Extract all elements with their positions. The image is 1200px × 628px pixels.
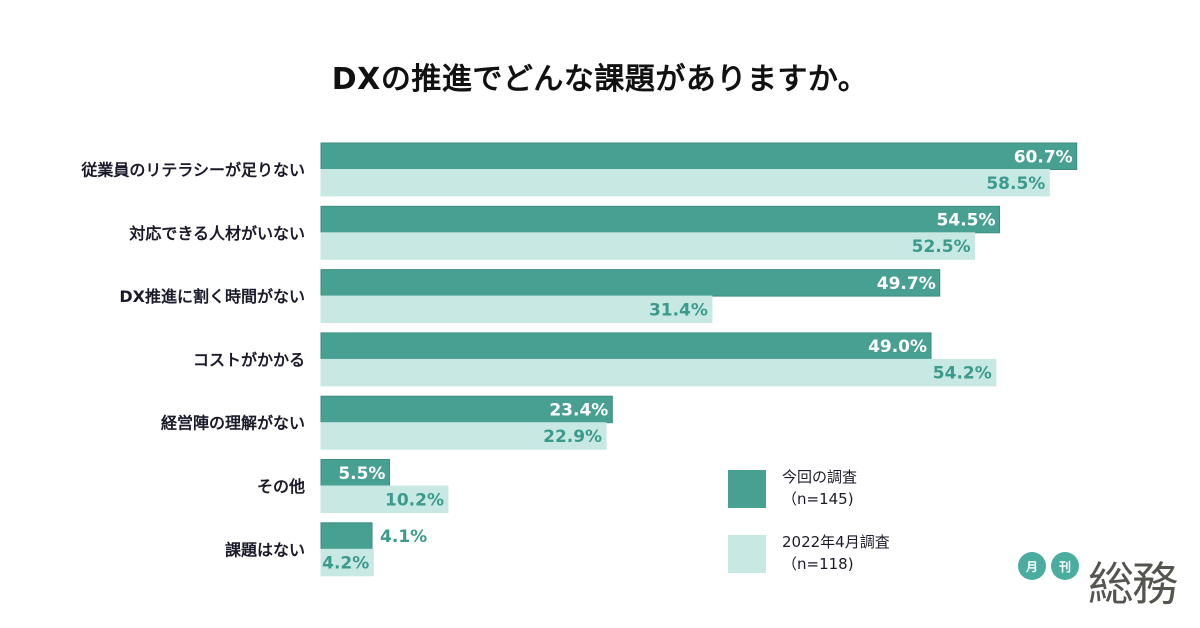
category-label: コストがかかる — [193, 350, 305, 369]
bar-current — [320, 205, 1001, 234]
logo-wordmark: 総務 — [1088, 557, 1178, 611]
legend-swatch-previous — [728, 535, 766, 573]
legend-label-current: 今回の調査 — [782, 468, 858, 486]
bar-current — [320, 142, 1078, 170]
bar-current — [320, 395, 613, 424]
gekkan-somu-logo: 月 刊 総務 — [1018, 552, 1188, 611]
bar-current — [320, 522, 373, 550]
value-label-current: 54.5% — [937, 211, 996, 231]
value-label-previous: 54.2% — [933, 364, 992, 384]
bar-previous — [320, 422, 607, 450]
value-label-previous: 52.5% — [912, 237, 971, 257]
bar-previous — [320, 548, 374, 577]
legend-swatch-current — [728, 470, 766, 508]
value-label-previous: 10.2% — [385, 490, 444, 510]
value-label-previous: 31.4% — [649, 300, 708, 320]
category-label: 経営陣の理解がない — [161, 414, 305, 433]
bar-previous — [320, 295, 713, 324]
category-label: 課題はない — [225, 540, 305, 559]
value-label-current: 60.7% — [1014, 147, 1073, 167]
logo-circle-kan: 刊 — [1051, 552, 1079, 580]
value-label-previous: 22.9% — [543, 427, 602, 447]
bar-current — [320, 269, 941, 297]
value-label-current: 5.5% — [338, 464, 385, 484]
legend-sample-current: （n=145) — [782, 490, 854, 508]
bar-current — [320, 332, 932, 360]
category-label: 従業員のリテラシーが足りない — [80, 161, 305, 180]
value-label-current: 4.1% — [380, 527, 427, 547]
value-label-previous: 4.2% — [322, 554, 369, 574]
value-label-current: 49.7% — [877, 274, 936, 294]
category-label: その他 — [257, 477, 305, 496]
value-label-previous: 58.5% — [986, 174, 1045, 194]
logo-circle-tsuki: 月 — [1018, 552, 1046, 580]
legend-label-previous: 2022年4月調査 — [782, 533, 890, 551]
value-label-current: 49.0% — [868, 337, 927, 357]
bar-previous — [320, 358, 997, 387]
value-label-current: 23.4% — [549, 400, 608, 420]
chart-title: DXの推進でどんな課題がありますか。 — [331, 62, 869, 97]
category-label: 対応できる人材がいない — [128, 224, 305, 243]
category-label: DX推進に割く時間がない — [119, 287, 305, 306]
legend-sample-previous: （n=118) — [782, 555, 854, 573]
bar-previous — [320, 485, 449, 513]
bar-previous — [320, 232, 976, 260]
bar-previous — [320, 169, 1050, 197]
